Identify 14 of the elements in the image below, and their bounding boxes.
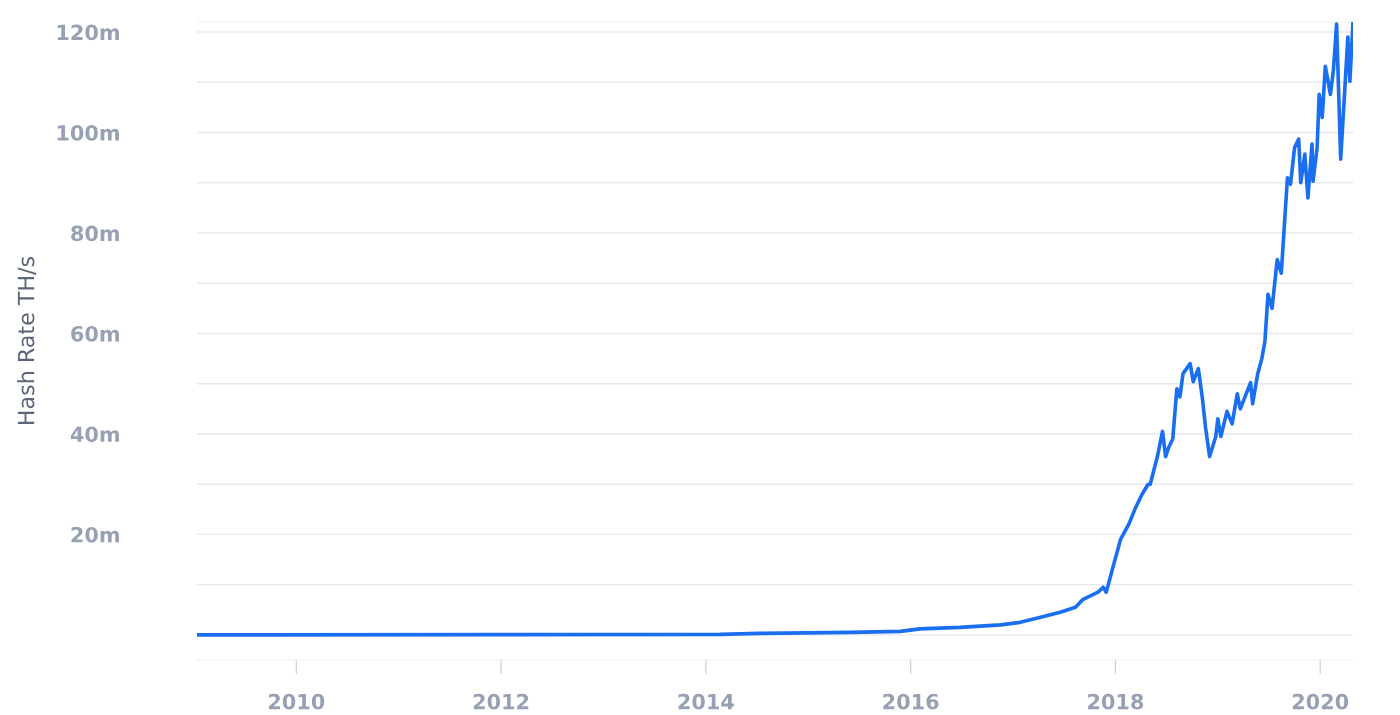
- line-series: [196, 22, 1353, 637]
- x-tick-label: 2020: [1292, 693, 1349, 710]
- x-tick-label: 2016: [883, 693, 939, 710]
- y-tick-label: 120m: [57, 24, 119, 41]
- x-tick-label: 2018: [1088, 693, 1144, 710]
- x-tick-label: 2012: [473, 693, 529, 710]
- x-tick-label: 2010: [268, 693, 325, 710]
- y-tick-label: 100m: [57, 124, 119, 141]
- y-tick-label: 80m: [71, 225, 119, 242]
- y-tick-label: 20m: [71, 526, 119, 543]
- y-tick-label: 40m: [70, 426, 119, 443]
- y-tick-label: 60m: [71, 325, 119, 342]
- y-axis-title: Hash Rate TH/s: [17, 256, 37, 425]
- x-tick-label: 2014: [678, 693, 734, 710]
